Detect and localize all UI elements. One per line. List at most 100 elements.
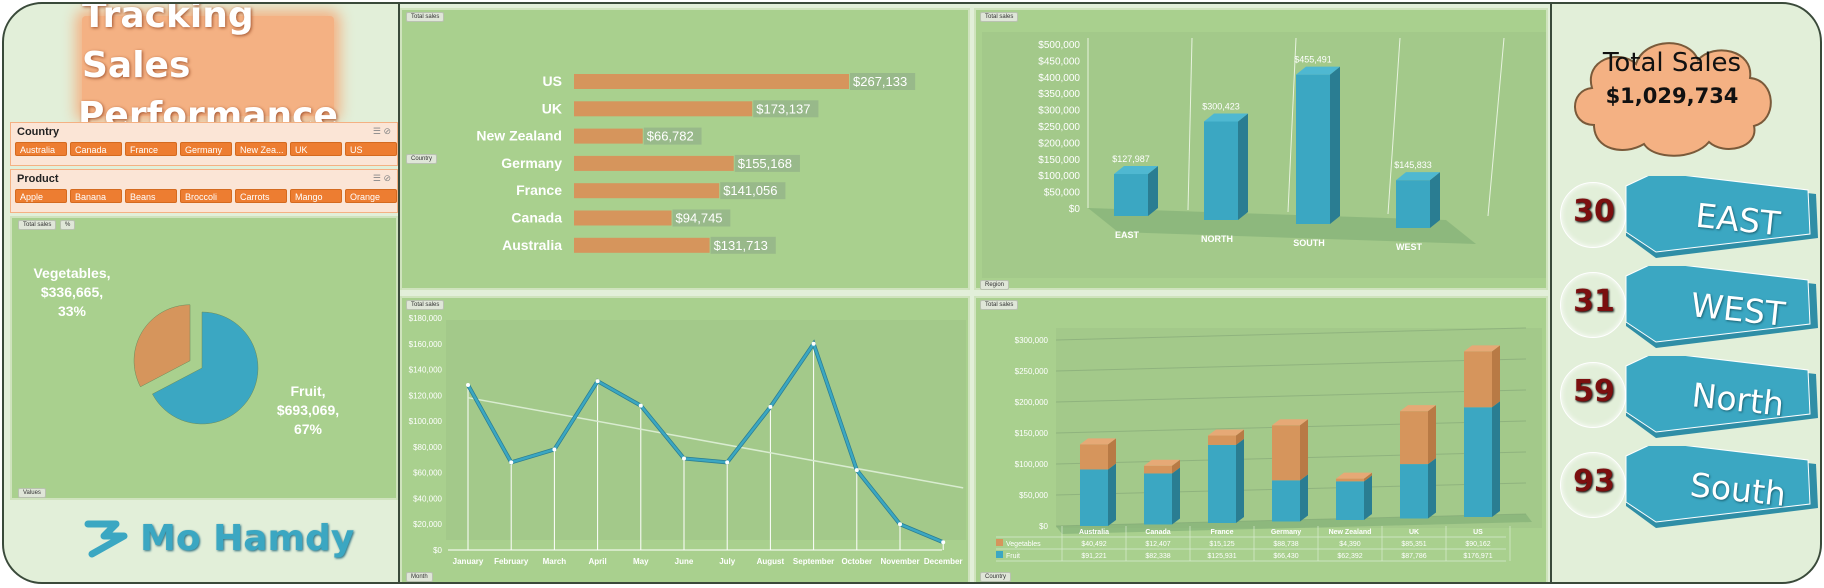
table-cell: $12,407 (1145, 541, 1170, 548)
bar (574, 237, 710, 253)
table-cell: $66,430 (1273, 553, 1298, 560)
country-slicer-button[interactable]: France (125, 142, 177, 156)
country-slicer-button[interactable]: Germany (180, 142, 232, 156)
column-front (1114, 174, 1148, 216)
percent-field-button[interactable]: % (60, 220, 76, 230)
table-cell: $176,971 (1463, 553, 1492, 560)
region-tag: 59 North (1556, 356, 1820, 444)
bar-category-label: Canada (511, 210, 562, 226)
y-tick-label: $100,000 (1015, 460, 1049, 469)
data-label-box (720, 182, 786, 200)
x-category-label: February (494, 557, 529, 566)
stack-segment-vegetables (1272, 425, 1300, 481)
line-point (941, 540, 946, 545)
gridline (1055, 327, 1527, 341)
product-slicer-button[interactable]: Apple (15, 189, 67, 203)
country-slicer[interactable]: Country ☰ ⊘ Australia Canada France Germany… (10, 122, 398, 166)
y-tick-label: $500,000 (1038, 40, 1080, 51)
y-tick-label: $350,000 (1038, 89, 1080, 100)
slicer-filter-icons[interactable]: ☰ ⊘ (372, 173, 391, 183)
total-sales-field-button[interactable]: Total sales (18, 220, 57, 230)
stacked-column-chart: $0 $50,000 $100,000 $150,000 $200,000 $250,00… (996, 327, 1542, 562)
plot-area (446, 320, 966, 540)
x-category-label: May (633, 557, 649, 566)
table-cell: $87,786 (1401, 553, 1426, 560)
total-sales-field-button[interactable]: Total sales (980, 300, 1019, 310)
pie-data-label: $336,665, (41, 284, 103, 300)
region-arrow-shape (1625, 356, 1818, 438)
x-category-label: SOUTH (1293, 238, 1325, 248)
stack-top (1272, 419, 1308, 426)
x-category-label: EAST (1115, 230, 1140, 240)
pie-data-label: $693,069, (277, 402, 339, 418)
y-tick-label: $100,000 (1038, 171, 1080, 182)
x-category-label: March (543, 557, 567, 566)
product-slicer-button[interactable]: Orange (345, 189, 397, 203)
y-tick-label: $160,000 (409, 340, 443, 349)
column-front (1396, 180, 1430, 228)
country-slicer-button[interactable]: US (345, 142, 397, 156)
data-label-box (710, 236, 776, 254)
column-data-label: $145,833 (1394, 160, 1432, 170)
legend-swatch (996, 551, 1003, 558)
region-column-chart: $0 $50,000 $100,000 $150,000 $200,000 $250,00… (982, 32, 1546, 278)
values-field-button[interactable]: Values (18, 488, 46, 498)
country-slicer-button[interactable]: UK (290, 142, 342, 156)
bar (574, 101, 753, 117)
bar-data-label: $141,056 (723, 183, 777, 198)
bar (574, 183, 720, 199)
region-field-button[interactable]: Region (980, 280, 1010, 290)
line-point (682, 456, 686, 461)
country-slicer-button[interactable]: Canada (70, 142, 122, 156)
total-sales-field-button[interactable]: Total sales (980, 12, 1019, 22)
column-top (1114, 166, 1158, 175)
product-slicer[interactable]: Product ☰ ⊘ Apple Banana Beans Broccoli Carr… (10, 169, 398, 213)
product-slicer-button[interactable]: Mango (290, 189, 342, 203)
stack-segment-vegetables (1400, 411, 1428, 465)
country-field-button[interactable]: Country (406, 154, 438, 164)
total-sales-field-button[interactable]: Total sales (406, 300, 445, 310)
data-label-box (734, 154, 800, 172)
product-slicer-button[interactable]: Banana (70, 189, 122, 203)
region-count-circle (1560, 362, 1626, 428)
pie-slice-fruit (152, 311, 259, 425)
total-sales-field-button[interactable]: Total sales (406, 12, 445, 22)
y-tick-label: $100,000 (409, 417, 443, 426)
region-tag: 93 South (1556, 446, 1820, 534)
country-slicer-button[interactable]: New Zea... (235, 142, 287, 156)
stack-segment-side (1172, 467, 1180, 525)
stack-segment-fruit (1208, 444, 1236, 523)
x-category-label: April (588, 557, 606, 566)
bar-data-label: $131,713 (714, 238, 768, 253)
line-point (509, 460, 514, 465)
country-field-button[interactable]: Country (980, 572, 1012, 582)
stack-top (1464, 345, 1500, 352)
month-field-button[interactable]: Month (406, 572, 433, 582)
product-slicer-button[interactable]: Beans (125, 189, 177, 203)
country-slicer-button[interactable]: Australia (15, 142, 67, 156)
slicer-filter-icons[interactable]: ☰ ⊘ (372, 126, 391, 136)
wall-line (1187, 37, 1193, 211)
stack-top (1208, 429, 1244, 436)
pie-data-label: Fruit, (291, 383, 326, 399)
product-slicer-button[interactable]: Broccoli (180, 189, 232, 203)
table-cell: $40,492 (1081, 541, 1106, 548)
region-count-circle (1560, 182, 1626, 248)
table-cell: $91,221 (1081, 553, 1106, 560)
column-top (1296, 66, 1340, 75)
region-count: 59 (1573, 374, 1615, 409)
stack-segment-vegetables (1336, 478, 1364, 482)
total-sales-cloud: Total Sales $1,029,734 (1564, 30, 1780, 160)
bar (574, 74, 849, 89)
region-tag: 31 WEST (1556, 266, 1820, 354)
country-bar-panel: Total sales Country US $267,133 UK $173,137… (400, 8, 970, 290)
column-top (1204, 113, 1248, 122)
product-slicer-button[interactable]: Carrots (235, 189, 287, 203)
pie-data-label: Vegetables, (33, 265, 110, 281)
bar-data-label: $267,133 (853, 74, 907, 89)
country-slicer-label: Country (17, 126, 60, 138)
line-point (638, 403, 643, 408)
x-category-label: August (757, 557, 785, 566)
bar (574, 210, 672, 226)
